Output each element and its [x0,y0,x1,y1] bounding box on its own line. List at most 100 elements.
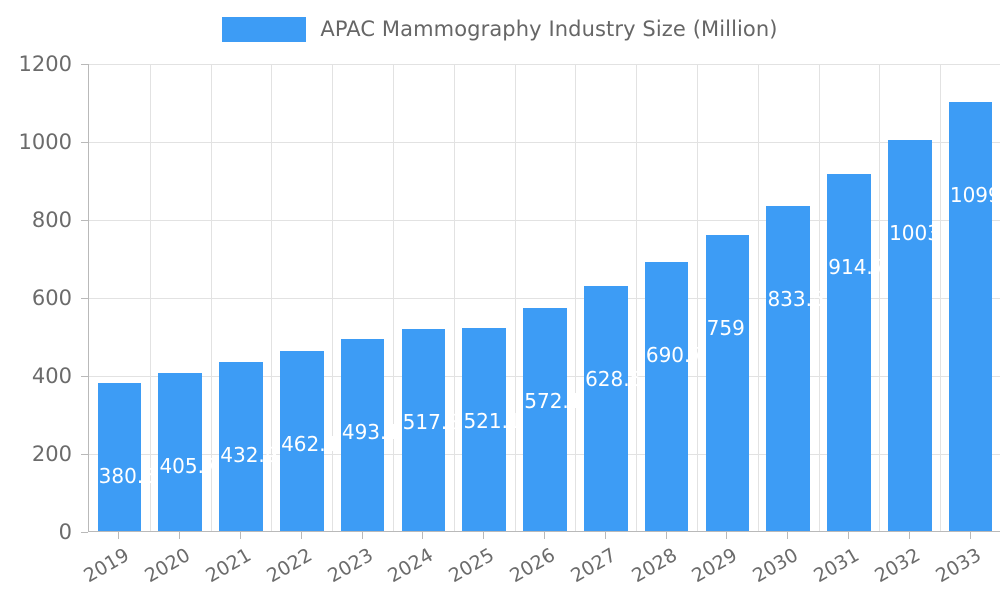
x-axis-tick-label: 2025 [445,544,499,588]
y-axis-tick-mark [81,298,88,299]
x-axis-tick-label: 2021 [202,544,255,588]
x-axis-tick-label: 2033 [931,544,985,588]
bar-slot [888,64,932,531]
bar-slot [766,64,810,531]
gridline-vertical [879,64,880,531]
legend-label: APAC Mammography Industry Size (Million) [320,17,778,41]
bar-slot [584,64,628,531]
gridline-horizontal [89,220,1000,221]
gridline-vertical [575,64,576,531]
bar[interactable] [888,139,932,531]
gridline-horizontal [89,298,1000,299]
x-axis-tick-label: 2022 [262,544,316,588]
bar[interactable] [766,205,810,531]
y-axis-tick-mark [81,220,88,221]
bar[interactable] [401,329,446,531]
gridline-horizontal [89,64,1000,65]
gridline-vertical [636,64,637,531]
x-axis-tick-mark [422,532,423,539]
bar[interactable] [644,261,689,531]
x-axis-tick-mark [605,532,606,539]
x-axis-tick-mark [179,532,180,539]
x-axis-tick-mark [362,532,363,539]
x-axis-tick-label: 2031 [810,544,863,588]
plot-area: 380.55 405.75 432.95 462.15 493.1 517.8 521.1 5… [88,64,1000,532]
x-axis-tick-mark [483,532,484,539]
y-axis-tick-mark [81,64,88,65]
bar-slot [705,64,750,531]
x-axis-tick-label: 2020 [141,544,195,588]
bar[interactable] [219,362,263,531]
gridline-vertical [758,64,759,531]
y-axis-tick-label: 1200 [18,52,72,76]
bar[interactable] [97,382,142,531]
bar-slot [644,64,689,531]
x-axis-tick-label: 2032 [870,544,924,588]
x-axis: 2019 2020 2021 2022 2023 2024 2025 2026 2027 2028… [81,532,1000,600]
x-axis-tick-mark [848,532,849,539]
bar[interactable] [462,327,506,531]
bar-series: 380.55 405.75 432.95 462.15 493.1 517.8 521.1 5… [89,64,1000,531]
x-axis-tick-mark [726,532,727,539]
y-axis-tick-mark [81,142,88,143]
y-axis-tick-mark [81,376,88,377]
gridline-vertical [454,64,455,531]
bar[interactable] [280,350,324,531]
bar[interactable] [948,102,993,531]
bar-slot [523,64,567,531]
bar[interactable] [340,338,385,531]
bar[interactable] [584,285,628,531]
x-axis-tick-label: 2027 [566,544,620,588]
gridline-vertical [940,64,941,531]
bar-slot [158,64,202,531]
y-axis-tick-label: 600 [31,286,72,310]
gridline-vertical [271,64,272,531]
x-axis-tick-label: 2019 [80,544,134,588]
x-axis-tick-mark [118,532,119,539]
x-axis-tick-mark [240,532,241,539]
x-axis-tick-mark [787,532,788,539]
y-axis-tick-label: 800 [31,208,72,232]
bar-slot [219,64,263,531]
y-axis-tick-mark [81,532,88,533]
gridline-vertical [150,64,151,531]
y-axis-tick-mark [81,454,88,455]
bar[interactable] [705,235,750,531]
x-axis-tick-label: 2029 [688,544,742,588]
gridline-vertical [211,64,212,531]
gridline-horizontal [89,142,1000,143]
gridline-vertical [515,64,516,531]
x-axis-tick-mark [301,532,302,539]
x-axis-tick-label: 2028 [627,544,681,588]
bar-slot [401,64,446,531]
x-axis-tick-mark [909,532,910,539]
y-axis: 0 200 400 600 800 1000 1200 [0,52,88,544]
x-axis-tick-mark [666,532,667,539]
bar-slot [97,64,142,531]
gridline-vertical [819,64,820,531]
x-axis-tick-label: 2023 [323,544,377,588]
y-axis-tick-label: 1000 [18,130,72,154]
bar-slot [827,64,871,531]
y-axis-tick-label: 200 [31,442,72,466]
x-axis-tick-label: 2024 [384,544,438,588]
x-axis-tick-mark [970,532,971,539]
bar-slot [340,64,385,531]
y-axis-tick-label: 400 [31,364,72,388]
x-axis-tick-label: 2030 [749,544,803,588]
chart-legend: APAC Mammography Industry Size (Million) [0,12,1000,46]
bar-slot [280,64,324,531]
gridline-vertical [393,64,394,531]
x-axis-tick-mark [544,532,545,539]
x-axis-tick-label: 2026 [506,544,559,588]
bar[interactable] [827,174,871,531]
bar[interactable] [158,372,202,531]
legend-color-swatch [222,16,307,42]
bar[interactable] [523,307,567,531]
bar-slot [948,64,993,531]
gridline-vertical [332,64,333,531]
y-axis-tick-label: 0 [58,520,72,544]
bar-slot [462,64,506,531]
gridline-vertical [697,64,698,531]
